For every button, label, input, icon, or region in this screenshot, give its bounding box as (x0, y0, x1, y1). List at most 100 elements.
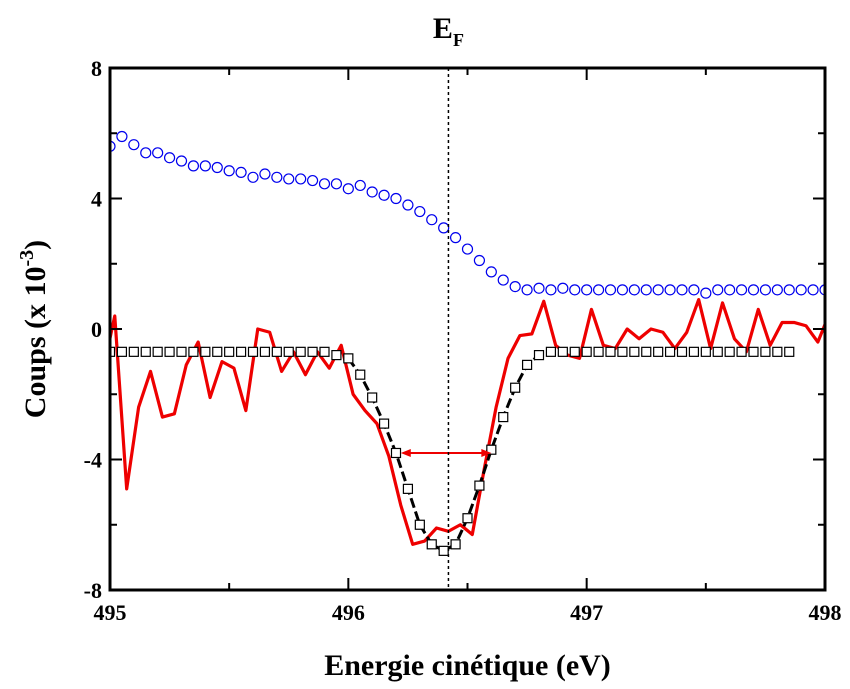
circle-marker (163, 152, 176, 164)
square-marker (295, 346, 306, 357)
square-marker (676, 346, 688, 357)
square-marker (367, 392, 378, 403)
circle-marker (569, 284, 581, 296)
square-marker (736, 346, 747, 357)
circle-marker (438, 222, 450, 234)
circle-marker (581, 284, 593, 296)
circle-marker (795, 284, 807, 296)
circle-marker (449, 232, 462, 244)
circle-marker (199, 160, 211, 172)
square-marker (700, 346, 711, 357)
square-marker (569, 346, 580, 357)
square-marker (462, 513, 473, 524)
square-marker (760, 346, 771, 357)
square-marker (450, 539, 461, 550)
square-marker (510, 382, 521, 393)
circle-marker (819, 284, 825, 296)
square-marker (140, 346, 151, 357)
fermi-level-label-sub: F (453, 30, 464, 50)
circle-marker (414, 205, 426, 218)
square-marker (164, 346, 175, 357)
square-marker (712, 346, 723, 357)
y-tick-label: 8 (91, 56, 102, 81)
circle-marker (211, 161, 223, 174)
square-marker (605, 346, 616, 357)
circle-marker (747, 284, 760, 296)
y-tick-label: -8 (84, 578, 102, 603)
y-axis-label-close: ) (19, 240, 52, 250)
square-marker (259, 346, 271, 357)
circle-marker (223, 165, 235, 177)
square-marker (521, 359, 533, 370)
square-marker (224, 346, 235, 357)
circle-marker (735, 284, 748, 296)
circle-marker (342, 183, 354, 195)
square-marker (629, 346, 640, 357)
circle-marker (306, 174, 319, 187)
y-tick-label: 4 (91, 187, 102, 212)
x-tick-label: 498 (809, 600, 842, 625)
square-marker (533, 350, 545, 361)
circle-marker (259, 168, 271, 180)
square-marker (116, 346, 128, 357)
square-marker (772, 346, 783, 357)
square-marker (110, 346, 116, 357)
circle-marker (592, 284, 605, 296)
circle-marker (366, 186, 378, 198)
square-marker (617, 346, 628, 357)
circle-marker (688, 284, 700, 296)
circle-marker (485, 266, 497, 278)
circle-marker (390, 192, 402, 205)
square-marker (438, 545, 449, 556)
square-marker (557, 346, 568, 357)
square-marker (200, 346, 211, 357)
plot-frame (108, 66, 827, 592)
square-marker (343, 353, 354, 364)
circle-marker (354, 179, 366, 192)
square-marker (283, 346, 294, 357)
x-tick-label: 497 (570, 600, 603, 625)
square-marker (474, 480, 485, 491)
circle-marker (461, 243, 474, 255)
fwhm-arrowhead-right (481, 448, 492, 457)
circle-marker (473, 254, 486, 267)
circle-marker (509, 280, 521, 293)
x-tick-label: 496 (332, 600, 365, 625)
circle-marker (557, 282, 569, 294)
circle-marker (807, 284, 819, 296)
circle-marker (175, 155, 188, 167)
circle-marker (664, 284, 676, 296)
circle-marker (318, 178, 331, 190)
circle-marker (652, 284, 664, 296)
circle-marker (676, 284, 688, 296)
circle-marker (152, 147, 164, 159)
circle-marker (426, 214, 438, 226)
square-marker (748, 346, 759, 357)
circle-marker (128, 139, 140, 151)
circle-marker (521, 284, 533, 296)
circle-marker (330, 178, 343, 190)
square-marker (784, 346, 795, 357)
circle-marker (628, 284, 640, 296)
circle-marker (533, 282, 545, 294)
square-marker (426, 539, 437, 550)
square-marker (378, 418, 390, 429)
circle-marker (497, 274, 509, 286)
circle-marker (640, 284, 652, 296)
square-marker (664, 346, 676, 357)
fermi-level-label: EF (433, 12, 464, 50)
square-marker (724, 346, 735, 357)
axis-ticks (109, 67, 826, 591)
y-axis-label-main: Coups (x 10 (19, 266, 52, 418)
square-marker (545, 346, 557, 357)
square-marker (390, 447, 402, 459)
circle-marker (378, 189, 390, 201)
circle-marker (545, 284, 557, 296)
circle-marker (271, 171, 283, 183)
square-marker (188, 346, 199, 357)
circle-marker (783, 284, 795, 296)
square-marker (355, 369, 366, 380)
square-marker (653, 346, 664, 357)
square-marker (593, 346, 604, 357)
